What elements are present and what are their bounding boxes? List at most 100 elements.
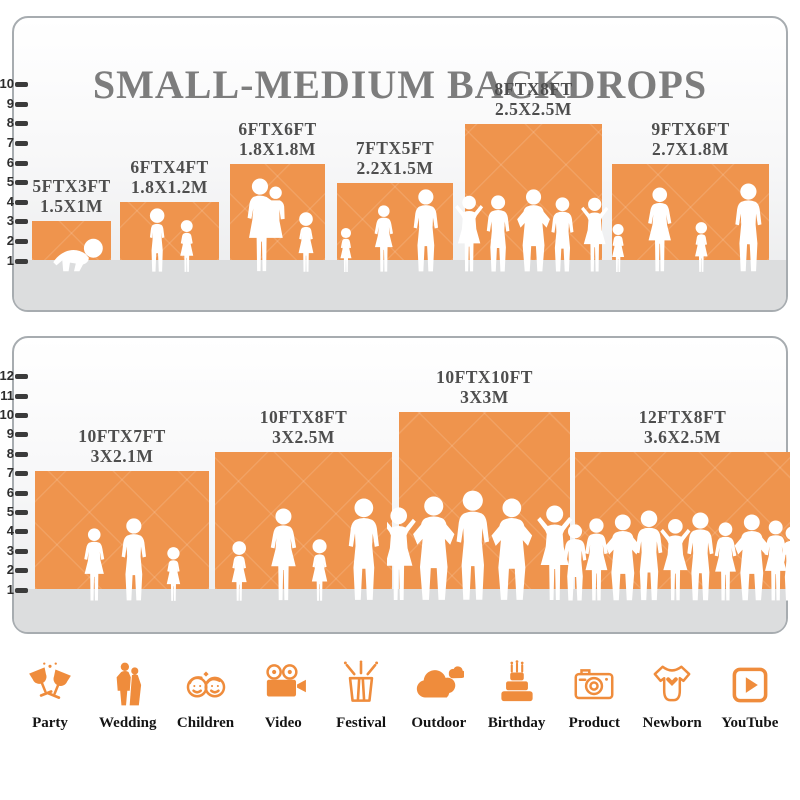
ruler-mark: 5 [0, 502, 28, 520]
ruler-mark: 8 [0, 114, 28, 132]
ruler-number: 1 [6, 252, 14, 268]
ruler-number: 11 [0, 387, 14, 403]
ruler-tick [15, 82, 28, 88]
category-label: Wedding [99, 715, 157, 731]
ruler-tick [15, 219, 28, 225]
ruler-mark: 5 [0, 173, 28, 191]
ruler-mark: 2 [0, 231, 28, 249]
page-title: SMALL-MEDIUM BACKDROPS [92, 61, 708, 107]
backdrop-size-feet: 6FTX4FT [130, 157, 209, 177]
backdrop-size-label: 5FTX3FT 1.5X1M [32, 176, 110, 216]
floor-strip [14, 589, 786, 632]
ruler-tick [15, 101, 28, 107]
newborn-icon [647, 660, 697, 710]
birthday-icon [492, 660, 542, 710]
category-item: Product [558, 660, 630, 732]
ruler-number: 12 [0, 368, 14, 384]
ruler-number: 7 [6, 134, 14, 150]
category-item: Party [14, 660, 86, 732]
backdrop-size-meters: 1.5X1M [40, 196, 103, 216]
ruler-tick [15, 258, 28, 264]
backdrop-size-meters: 2.2X1.5M [356, 158, 434, 178]
ruler-mark: 11 [0, 386, 28, 404]
ruler-number: 9 [6, 426, 14, 442]
ruler-tick [15, 451, 28, 457]
category-item: Children [170, 660, 242, 732]
ruler-number: 3 [6, 542, 14, 558]
ruler-tick [15, 121, 28, 127]
ruler-tick [15, 199, 28, 205]
ruler-tick [15, 432, 28, 438]
category-item: Newborn [636, 660, 708, 732]
party-icon [25, 660, 75, 710]
ruler-number: 10 [0, 76, 14, 92]
ruler-mark: 9 [0, 94, 28, 112]
backdrop-size-meters: 3.6X2.5M [644, 427, 721, 447]
ruler-mark: 4 [0, 522, 28, 540]
category-row: Party Wedding Children Video Festival Outdoor… [14, 660, 786, 732]
backdrop-size-label: 6FTX6FT 1.8X1.8M [238, 119, 316, 159]
youtube-icon [725, 660, 775, 710]
ruler-number: 10 [0, 406, 14, 422]
category-label: Video [264, 715, 302, 731]
ruler-tick [15, 180, 28, 186]
ruler-number: 3 [6, 213, 14, 229]
category-label: YouTube [721, 715, 779, 731]
ruler-mark: 7 [0, 133, 28, 151]
ruler-number: 5 [6, 503, 14, 519]
backdrop-size-feet: 10FTX8FT [259, 407, 348, 427]
ruler-mark: 7 [0, 464, 28, 482]
backdrop-size-meters: 1.8X1.8M [239, 139, 316, 159]
ruler-mark: 4 [0, 192, 28, 210]
backdrop-size-feet: 10FTX10FT [436, 367, 533, 387]
ruler-tick [15, 568, 28, 574]
ruler-tick [15, 160, 28, 166]
backdrop-rect [337, 183, 453, 260]
ruler-mark: 3 [0, 541, 28, 559]
category-label: Birthday [487, 715, 546, 731]
ruler-tick [15, 587, 28, 593]
ruler-tick [15, 548, 28, 554]
ruler-number: 1 [6, 581, 14, 597]
category-label: Outdoor [411, 715, 467, 731]
ruler-mark: 12 [0, 367, 28, 385]
category-item: Festival [325, 660, 397, 732]
category-item: Wedding [92, 660, 164, 732]
video-icon [258, 660, 308, 710]
product-icon [569, 660, 619, 710]
ruler-tick [15, 140, 28, 146]
category-label: Festival [336, 715, 387, 731]
backdrop-size-label: 12FTX8FT 3.6X2.5M [639, 407, 727, 447]
backdrop-size-label: 6FTX4FT 1.8X1.2M [130, 157, 208, 197]
ruler-mark: 10 [0, 405, 28, 423]
size-panel-top: SMALL-MEDIUM BACKDROPS 1 2 3 4 5 6 7 8 9 10 5FTX3F… [0, 16, 788, 312]
backdrop-rect [399, 412, 570, 589]
ruler-mark: 3 [0, 212, 28, 230]
ruler-number: 6 [6, 154, 14, 170]
backdrop-size-feet: 6FTX6FT [238, 119, 317, 139]
backdrop-size-meters: 3X2.5M [272, 427, 335, 447]
ruler-tick [15, 490, 28, 496]
size-panel-bottom: 1 2 3 4 5 6 7 8 9 10 11 12 10FTX7FT 3X2.1M 10FTX8FT 3X2… [0, 336, 800, 634]
backdrop-rect [32, 221, 111, 260]
ruler-number: 9 [6, 95, 14, 111]
ruler-mark: 10 [0, 75, 28, 93]
ruler-mark: 6 [0, 483, 28, 501]
ruler-tick [15, 412, 28, 418]
backdrop-size-label: 10FTX10FT 3X3M [436, 367, 533, 407]
wedding-icon [103, 660, 153, 710]
category-label: Product [568, 715, 621, 731]
backdrop-rect [215, 452, 392, 589]
backdrop-size-label: 10FTX8FT 3X2.5M [260, 407, 348, 447]
ruler-number: 2 [6, 562, 14, 578]
category-label: Party [32, 715, 68, 731]
backdrop-size-feet: 8FTX8FT [494, 79, 573, 99]
outdoor-icon [414, 660, 464, 710]
ruler-mark: 8 [0, 444, 28, 462]
backdrop-size-meters: 3X3M [460, 387, 509, 407]
category-item: Video [247, 660, 319, 732]
backdrop-size-label: 9FTX6FT 2.7X1.8M [651, 119, 729, 159]
backdrop-size-feet: 7FTX5FT [355, 138, 435, 158]
ruler-mark: 9 [0, 425, 28, 443]
floor-strip [14, 260, 786, 310]
